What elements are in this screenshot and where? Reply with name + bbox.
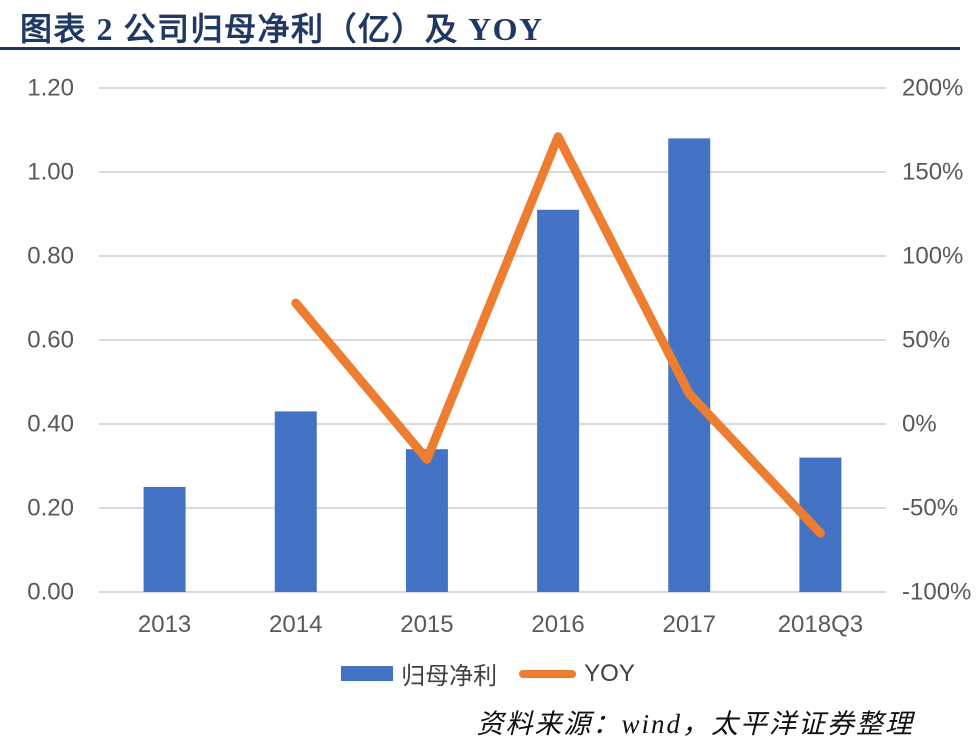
x-axis-label-2017: 2017 bbox=[663, 611, 716, 638]
legend-label-net-profit: 归母净利 bbox=[401, 663, 498, 690]
y-axis-label-left: 1.20 bbox=[27, 75, 74, 102]
y-axis-label-left: 0.40 bbox=[27, 411, 74, 438]
legend-item-net-profit: 归母净利 bbox=[341, 656, 497, 691]
y-axis-label-right: 0% bbox=[902, 411, 937, 438]
bar-2014 bbox=[274, 411, 317, 592]
y-axis-label-right: -50% bbox=[902, 495, 958, 522]
net-profit-yoy-chart: 1.20 200% 1.00 150% 0.80 100% 0.60 50% 0.40 0% 0.2… bbox=[27, 75, 971, 639]
chart-title: 图表 2 公司归母净利（亿）及 YOY bbox=[20, 11, 544, 47]
legend-label-yoy: YOY bbox=[584, 659, 635, 687]
line-series-swatch bbox=[519, 669, 577, 678]
x-axis-label-2014: 2014 bbox=[269, 611, 322, 638]
x-axis-label-2013: 2013 bbox=[138, 611, 191, 638]
x-axis-label-2016: 2016 bbox=[531, 611, 584, 638]
y-axis-label-left: 1.00 bbox=[27, 159, 74, 186]
y-axis-label-left: 0.60 bbox=[27, 327, 74, 354]
y-axis-label-right: 50% bbox=[902, 327, 950, 354]
y-axis-label-left: 0.00 bbox=[27, 579, 74, 606]
legend-item-yoy: YOY bbox=[519, 660, 635, 688]
x-axis-label-2015: 2015 bbox=[400, 611, 453, 638]
y-axis-label-left: 0.20 bbox=[27, 495, 74, 522]
y-axis-label-right: 200% bbox=[902, 75, 963, 102]
y-axis-label-right: 100% bbox=[902, 243, 963, 270]
yoy-line bbox=[291, 132, 825, 538]
bar-series-swatch bbox=[341, 666, 394, 681]
bar-2015 bbox=[405, 449, 448, 592]
bar-2013 bbox=[143, 487, 186, 592]
x-axis-label-2018Q3: 2018Q3 bbox=[778, 611, 863, 638]
source-note: 资料来源：wind，太平洋证券整理 bbox=[476, 709, 914, 739]
bar-2016 bbox=[537, 209, 580, 593]
chart-legend: 归母净利 YOY bbox=[0, 656, 976, 691]
y-axis-label-left: 0.80 bbox=[27, 243, 74, 270]
title-divider bbox=[0, 47, 960, 50]
y-axis-label-right: -100% bbox=[902, 579, 971, 606]
bar-2018Q3 bbox=[799, 457, 842, 592]
y-axis-label-right: 150% bbox=[902, 159, 963, 186]
